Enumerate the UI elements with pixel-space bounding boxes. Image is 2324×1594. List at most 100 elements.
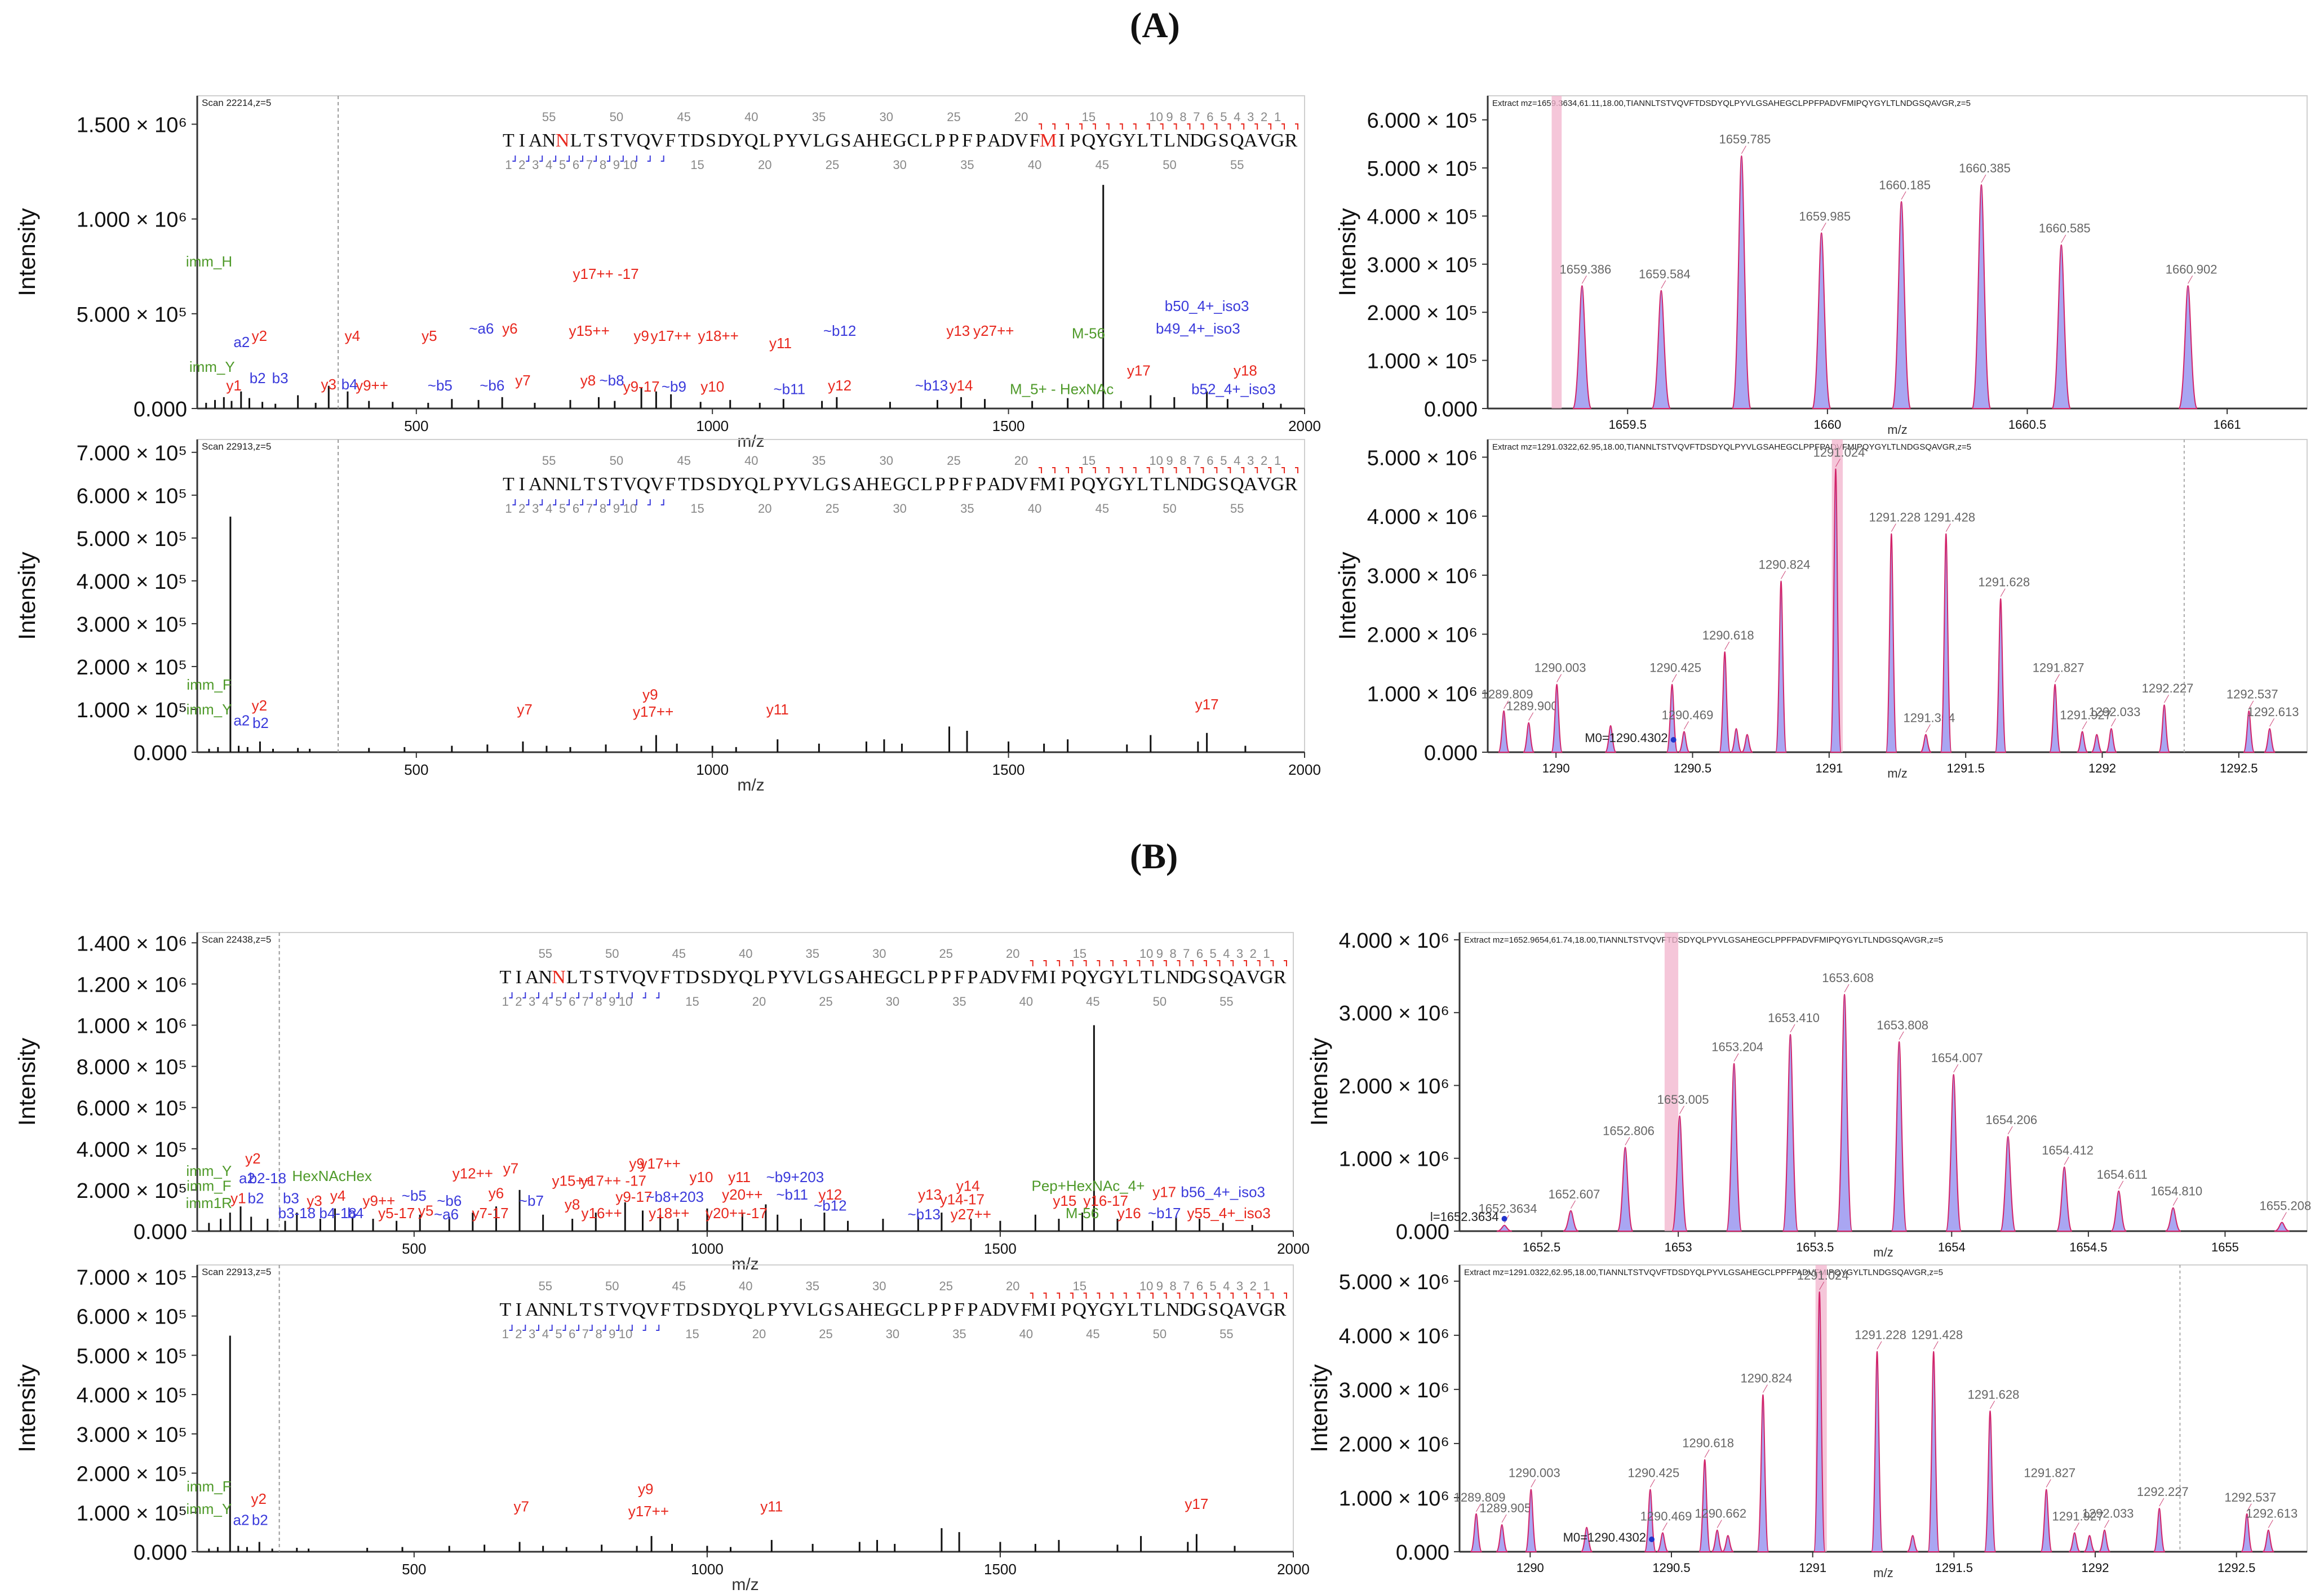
y-fragment-mark xyxy=(1043,1293,1047,1299)
sequence-residue: V xyxy=(792,1299,806,1320)
x-tick-label: 1500 xyxy=(992,761,1025,778)
x-tick-label: 1000 xyxy=(696,761,729,778)
y-tick-label: 7.000 × 10⁵ xyxy=(77,442,187,465)
residue-number-bottom: 25 xyxy=(826,501,839,516)
ion-label: imm_Y xyxy=(186,1500,232,1517)
residue-number-bottom: 50 xyxy=(1153,994,1167,1009)
ion-label: M-56 xyxy=(1072,325,1105,342)
y-fragment-mark xyxy=(1177,1293,1181,1299)
sequence-residue: N xyxy=(542,130,556,151)
ion-label: y9 xyxy=(642,686,658,703)
residue-number-top: 3 xyxy=(1247,110,1254,124)
sequence-residue: Q xyxy=(632,967,646,988)
ion-label: b56_4+_iso3 xyxy=(1181,1183,1265,1200)
sequence-residue: A xyxy=(1233,967,1247,988)
sequence-residue: G xyxy=(819,1299,833,1320)
sequence-residue: G xyxy=(1193,967,1207,988)
sequence-residue: D xyxy=(1001,474,1015,495)
isotope-peak xyxy=(1726,1063,1742,1232)
peak-leader xyxy=(1762,1384,1768,1393)
x-tick-label: 500 xyxy=(404,418,428,434)
residue-number-bottom: 15 xyxy=(690,158,704,172)
sequence-residue: N xyxy=(542,474,556,495)
sequence-residue: G xyxy=(826,474,840,495)
ion-label: imm_H xyxy=(186,253,232,270)
ion-label: imm_Y xyxy=(189,358,235,375)
residue-number-top: 3 xyxy=(1236,947,1243,961)
sequence-residue: M xyxy=(1031,1299,1048,1320)
peak-leader xyxy=(2082,721,2087,730)
peak-leader xyxy=(2248,700,2254,709)
sequence-residue: L xyxy=(759,130,771,151)
b-fragment-mark xyxy=(660,499,664,505)
sequence-residue: F xyxy=(660,967,671,988)
sequence-residue: I xyxy=(1050,967,1056,988)
peak-label: 1289.905 xyxy=(1479,1501,1531,1515)
sequence-residue: D xyxy=(1190,130,1204,151)
y-fragment-mark xyxy=(1187,123,1191,130)
peak-label: 1654.611 xyxy=(2097,1167,2148,1182)
ion-label: y4 xyxy=(345,327,360,344)
residue-number-bottom: 45 xyxy=(1086,994,1099,1009)
sequence-residue: R xyxy=(1274,1299,1287,1320)
residue-number-top: 8 xyxy=(1179,454,1186,468)
ion-label: y17++ xyxy=(633,703,673,720)
peak-leader xyxy=(2281,1212,2287,1220)
x-axis-label: m/z xyxy=(731,1575,759,1594)
ion-label: y17 xyxy=(1195,696,1219,713)
peak-label: 1291.827 xyxy=(2033,661,2084,675)
isotope-peak xyxy=(1523,722,1535,753)
x-tick-label: 1292 xyxy=(2088,761,2116,775)
sequence-residue: P xyxy=(773,130,784,151)
isotope-peak xyxy=(1775,580,1788,753)
isotope-peak xyxy=(2068,1532,2081,1552)
x-tick-label: 2000 xyxy=(1288,761,1321,778)
x-tick-label: 1660 xyxy=(1813,418,1841,432)
isotope-peak xyxy=(2243,710,2255,753)
residue-number-top: 25 xyxy=(939,947,952,961)
y-fragment-mark xyxy=(1150,1293,1154,1299)
sequence-residue: F xyxy=(962,474,973,495)
residue-number-top: 9 xyxy=(1166,454,1173,468)
peak-label: 1291.428 xyxy=(1911,1328,1963,1342)
residue-number-top: 10 xyxy=(1149,454,1163,468)
y-fragment-mark xyxy=(1268,123,1272,130)
peak-leader xyxy=(2268,1520,2273,1528)
y-axis-label: Intensity xyxy=(1334,208,1360,296)
sequence-residue: L xyxy=(570,474,582,495)
y-tick-label: 1.000 × 10⁵ xyxy=(1367,350,1478,374)
b-fragment-mark xyxy=(620,156,624,162)
y-fragment-mark xyxy=(1254,467,1258,473)
monoisotopic-marker xyxy=(1649,1537,1655,1542)
residue-number-top: 25 xyxy=(947,454,960,468)
x-tick-label: 1653 xyxy=(1665,1240,1692,1254)
chart-header: Extract mz=1659.3634,61.11,18.00,TIANNLT… xyxy=(1492,99,1971,108)
y-tick-label: 2.000 × 10⁶ xyxy=(1339,1433,1449,1457)
peak-leader xyxy=(1717,1520,1722,1528)
sequence-residue: I xyxy=(516,967,522,988)
peak-label: 1290.618 xyxy=(1702,628,1754,642)
peak-label: 1291.827 xyxy=(2024,1466,2075,1480)
sequence-residue: T xyxy=(580,1299,592,1320)
isotope-peak xyxy=(1470,1513,1483,1552)
residue-number-bottom: 40 xyxy=(1028,501,1041,516)
b-fragment-mark xyxy=(576,992,580,998)
y-fragment-mark xyxy=(1106,123,1110,130)
sequence-residue: V xyxy=(619,1299,633,1320)
sequence-residue: S xyxy=(593,1299,604,1320)
residue-number-bottom: 9 xyxy=(609,994,615,1009)
x-tick-label: 1292.5 xyxy=(2220,761,2258,775)
chart-header: Extract mz=1291.0322,62.95,18.00,TIANNLT… xyxy=(1492,442,1971,452)
sequence-residue: Q xyxy=(1082,130,1096,151)
residue-number-top: 10 xyxy=(1139,947,1153,961)
b-fragment-mark xyxy=(566,499,570,505)
peak-leader xyxy=(2111,718,2116,727)
sequence-residue: G xyxy=(1271,130,1285,151)
ion-label: y12 xyxy=(818,1186,842,1203)
x-tick-label: 1654.5 xyxy=(2069,1240,2107,1254)
y-fragment-mark xyxy=(1123,960,1127,966)
isotope-peak xyxy=(1563,1210,1579,1232)
y-fragment-mark xyxy=(1070,1293,1074,1299)
y-axis-label: Intensity xyxy=(1306,1038,1332,1126)
y-tick-label: 1.000 × 10⁶ xyxy=(77,1014,187,1038)
